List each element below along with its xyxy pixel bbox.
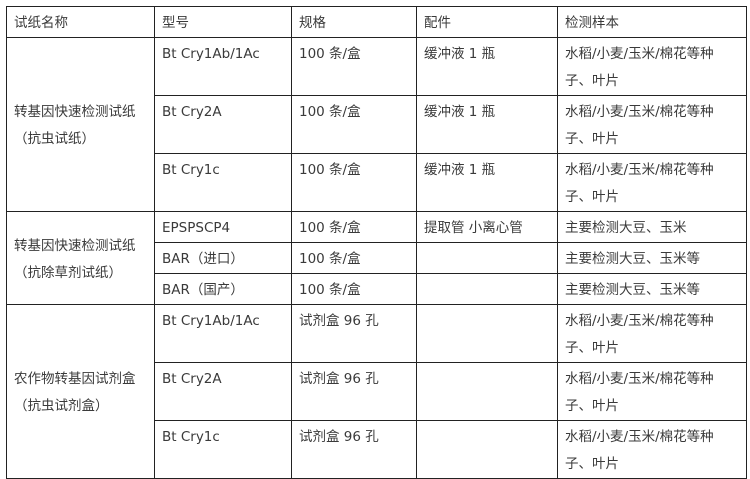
product-name: 转基因快速检测试纸（抗除草剂试纸） <box>6 211 155 305</box>
model-cell: Bt Cry1Ab/1Ac <box>154 37 292 96</box>
table-row: BAR（进口） 100 条/盒 主要检测大豆、玉米等 <box>7 242 747 274</box>
table-row: 农作物转基因试剂盒（抗虫试剂盒） Bt Cry1Ab/1Ac 试剂盒 96 孔水稻/… <box>6 304 747 479</box>
accessory-cell <box>416 273 558 305</box>
accessory-cell: 缓冲液 1 瓶 <box>416 37 558 96</box>
column-header: 规格 <box>291 6 417 38</box>
model-cell: Bt Cry1c <box>154 420 292 479</box>
model-cell: Bt Cry1c <box>154 153 292 212</box>
sample-cell: 水稻/小麦/玉米/棉花等种子、叶片 <box>557 420 747 479</box>
spec-cell: 100 条/盒 <box>291 37 417 96</box>
table-row: Bt Cry2A 100 条/盒 缓冲液 1 瓶水稻/小麦/玉米/棉花等种子、叶片 <box>7 95 747 154</box>
model-cell: Bt Cry2A <box>154 95 292 154</box>
product-table: 试纸名称 型号 规格 配件 检测样本 转基因快速检测试纸（抗虫试纸） Bt Cry1Ab/1… <box>6 6 747 479</box>
sample-cell: 水稻/小麦/玉米/棉花等种子、叶片 <box>557 362 747 421</box>
sample-cell: 主要检测大豆、玉米 <box>557 211 747 243</box>
sample-cell: 主要检测大豆、玉米等 <box>557 242 747 274</box>
model-cell: BAR（国产） <box>154 273 292 305</box>
table-row: Bt Cry2A 试剂盒 96 孔 水稻/小麦/玉米/棉花等种子、叶片 <box>7 362 747 421</box>
spec-cell: 100 条/盒 <box>291 242 417 274</box>
accessory-cell <box>416 362 558 421</box>
accessory-cell: 提取管 小离心管 <box>416 211 558 243</box>
sample-cell: 水稻/小麦/玉米/棉花等种子、叶片 <box>557 304 747 363</box>
column-header: 试纸名称 <box>6 6 155 38</box>
accessory-cell <box>416 242 558 274</box>
model-cell: BAR（进口） <box>154 242 292 274</box>
model-cell: EPSPSCP4 <box>154 211 292 243</box>
sample-cell: 水稻/小麦/玉米/棉花等种子、叶片 <box>557 37 747 96</box>
column-header: 型号 <box>154 6 292 38</box>
header-row: 试纸名称 型号 规格 配件 检测样本 <box>6 6 747 38</box>
table-row: Bt Cry1c 100 条/盒 缓冲液 1 瓶水稻/小麦/玉米/棉花等种子、叶片 <box>7 153 747 212</box>
spec-cell: 100 条/盒 <box>291 95 417 154</box>
accessory-cell <box>416 420 558 479</box>
spec-cell: 试剂盒 96 孔 <box>291 304 417 363</box>
table-row: 转基因快速检测试纸（抗虫试纸） Bt Cry1Ab/1Ac 100 条/盒 缓冲液 1… <box>6 37 747 212</box>
accessory-cell: 缓冲液 1 瓶 <box>416 153 558 212</box>
spec-cell: 试剂盒 96 孔 <box>291 420 417 479</box>
table-row: 转基因快速检测试纸（抗除草剂试纸） EPSPSCP4 100 条/盒 提取管 小离心管… <box>6 211 747 305</box>
sample-cell: 水稻/小麦/玉米/棉花等种子、叶片 <box>557 153 747 212</box>
model-cell: Bt Cry1Ab/1Ac <box>154 304 292 363</box>
accessory-cell: 缓冲液 1 瓶 <box>416 95 558 154</box>
product-name: 转基因快速检测试纸（抗虫试纸） <box>6 37 155 212</box>
spec-cell: 100 条/盒 <box>291 153 417 212</box>
spec-cell: 100 条/盒 <box>291 273 417 305</box>
product-name: 农作物转基因试剂盒（抗虫试剂盒） <box>6 304 155 479</box>
column-header: 配件 <box>416 6 558 38</box>
column-header: 检测样本 <box>557 6 747 38</box>
spec-cell: 试剂盒 96 孔 <box>291 362 417 421</box>
model-cell: Bt Cry2A <box>154 362 292 421</box>
sample-cell: 水稻/小麦/玉米/棉花等种子、叶片 <box>557 95 747 154</box>
sample-cell: 主要检测大豆、玉米等 <box>557 273 747 305</box>
spec-cell: 100 条/盒 <box>291 211 417 243</box>
accessory-cell <box>416 304 558 363</box>
